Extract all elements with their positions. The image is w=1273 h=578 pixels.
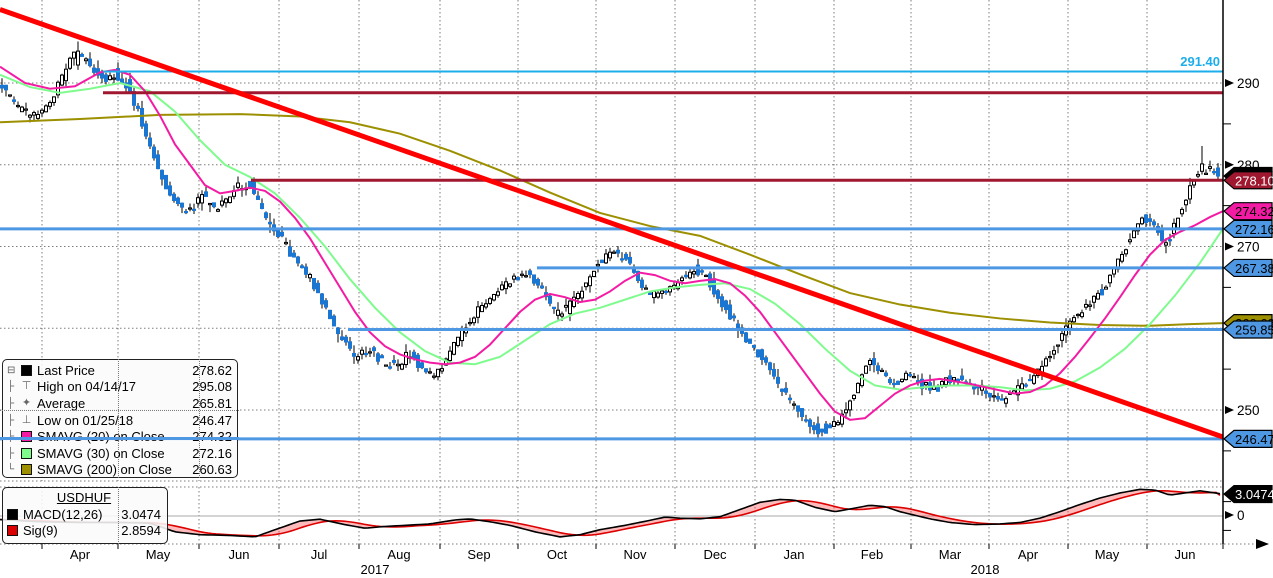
month-label: Feb bbox=[860, 547, 884, 562]
low-marker-icon: ⊥ bbox=[21, 413, 32, 426]
svg-text:246.47: 246.47 bbox=[1235, 432, 1273, 447]
month-label: Apr bbox=[1017, 547, 1039, 562]
svg-text:270: 270 bbox=[1237, 240, 1260, 255]
month-label: Apr bbox=[69, 547, 91, 562]
month-label: May bbox=[145, 547, 171, 562]
month-label: Jun bbox=[228, 547, 250, 562]
legend-row-macd: MACD(12,26) 3.0474 bbox=[7, 506, 161, 523]
svg-text:3.0474: 3.0474 bbox=[1235, 487, 1273, 502]
svg-text:267.38: 267.38 bbox=[1235, 261, 1273, 276]
legend-collapse-icon[interactable]: ⊟ bbox=[7, 364, 16, 376]
svg-text:250: 250 bbox=[1237, 403, 1260, 418]
month-label: Sep bbox=[467, 547, 491, 562]
smavg30-swatch-icon bbox=[21, 447, 32, 459]
legend-row-average: ├ ✦ Average 265.81 bbox=[7, 395, 232, 411]
smavg200-swatch-icon bbox=[21, 464, 32, 476]
month-label: Jun bbox=[1174, 547, 1196, 562]
year-label: 2018 bbox=[970, 562, 1000, 577]
legend-row-low: ├ ⊥ Low on 01/25/18 246.47 bbox=[7, 412, 232, 428]
chart-legend[interactable]: ⊟ Last Price 278.62 ├ ⊤ High on 04/14/17… bbox=[2, 359, 238, 478]
month-label: May bbox=[1094, 547, 1120, 562]
macd-swatch-icon bbox=[7, 508, 18, 520]
svg-text:272.16: 272.16 bbox=[1235, 222, 1273, 237]
month-label: Jul bbox=[310, 547, 328, 562]
legend-row-high: ├ ⊤ High on 04/14/17 295.08 bbox=[7, 379, 232, 395]
sig-swatch-icon bbox=[7, 525, 18, 537]
legend-row-smavg30: ├ SMAVG (30) on Close 272.16 bbox=[7, 445, 232, 461]
high-marker-icon: ⊤ bbox=[21, 380, 32, 393]
month-label: Dec bbox=[703, 547, 727, 562]
svg-text:259.85: 259.85 bbox=[1235, 322, 1273, 337]
svg-text:290: 290 bbox=[1237, 76, 1260, 91]
month-label: Oct bbox=[546, 547, 568, 562]
legend-row-last-price: ⊟ Last Price 278.62 bbox=[7, 362, 232, 378]
legend-row-smavg200: └ SMAVG (200) on Close 260.63 bbox=[7, 462, 232, 478]
month-label: Jan bbox=[783, 547, 805, 562]
legend-row-smavg20: ├ SMAVG (20) on Close 274.32 bbox=[7, 429, 232, 445]
legend-row-sig: Sig(9) 2.8594 bbox=[7, 523, 161, 540]
year-label: 2017 bbox=[360, 562, 390, 577]
smavg20-swatch-icon bbox=[21, 431, 32, 443]
month-label: Mar bbox=[938, 547, 962, 562]
svg-text:278.10: 278.10 bbox=[1235, 173, 1273, 188]
level-label-291-40: 291.40 bbox=[1180, 54, 1220, 69]
svg-text:274.32: 274.32 bbox=[1235, 204, 1273, 219]
svg-text:0: 0 bbox=[1237, 508, 1245, 523]
average-marker-icon: ✦ bbox=[21, 396, 32, 409]
macd-legend[interactable]: USDHUF MACD(12,26) 3.0474 Sig(9) 2.8594 bbox=[2, 487, 168, 544]
month-label: Nov bbox=[623, 547, 647, 562]
macd-symbol-title: USDHUF bbox=[56, 490, 112, 505]
month-label: Aug bbox=[387, 547, 411, 562]
last-price-swatch-icon bbox=[21, 364, 32, 376]
